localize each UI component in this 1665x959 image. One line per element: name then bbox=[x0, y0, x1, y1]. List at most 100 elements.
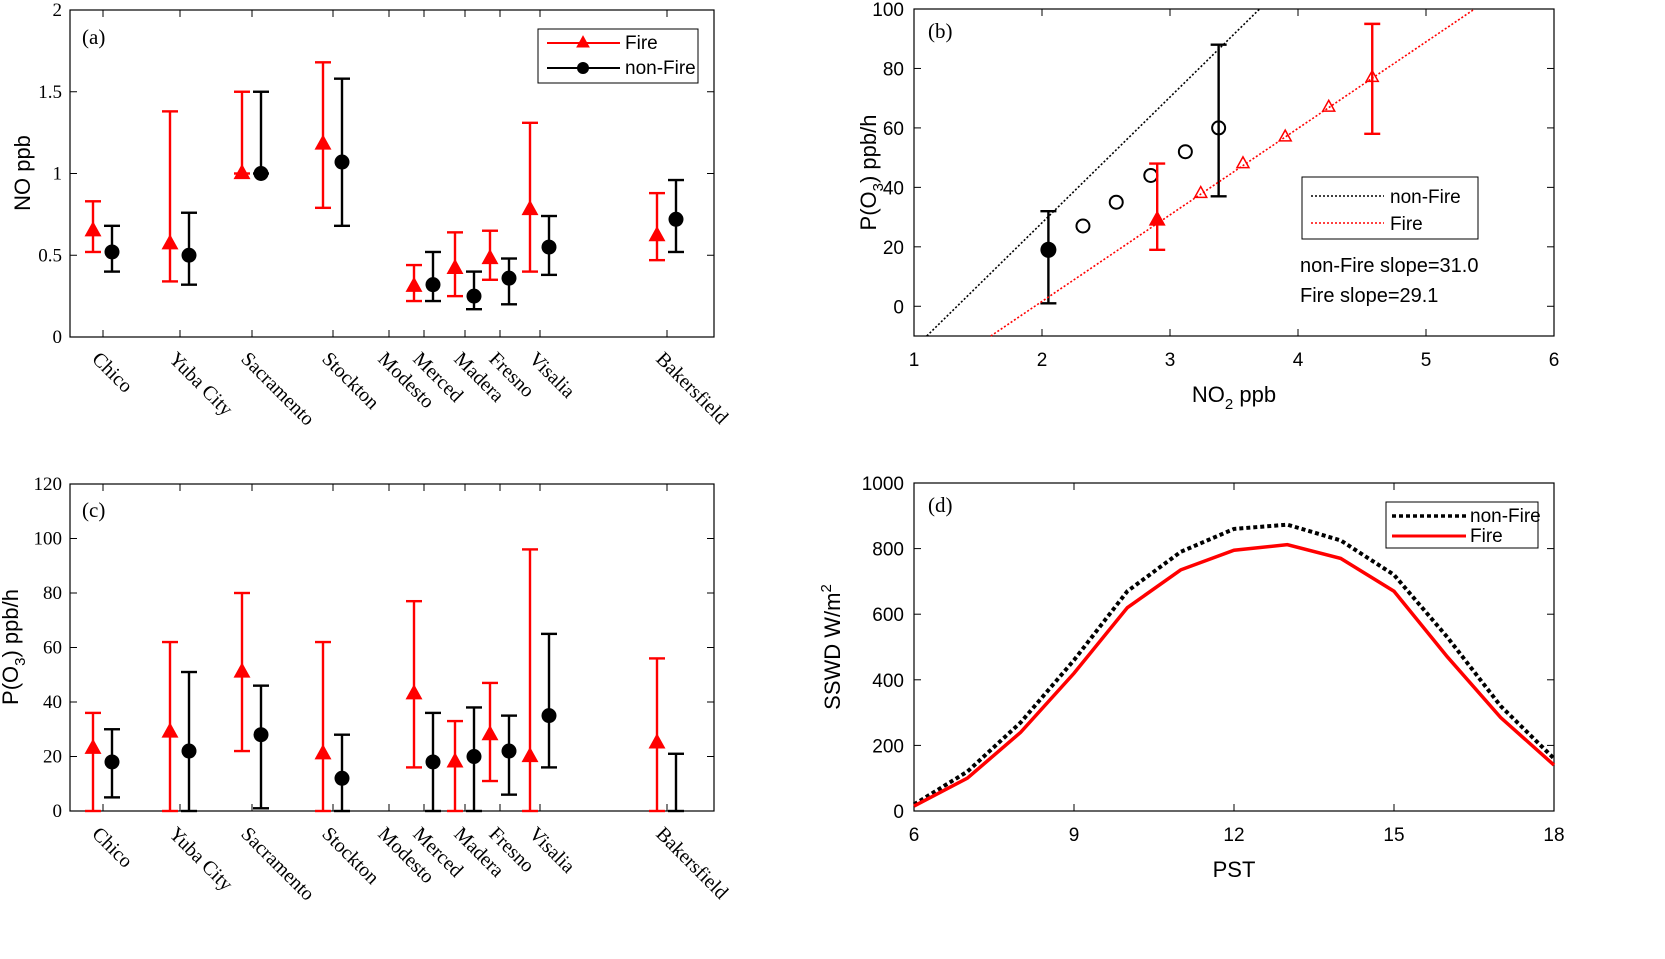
non-Fire-marker bbox=[1040, 241, 1057, 258]
legend-box bbox=[1301, 176, 1479, 240]
x-tick-label: 15 bbox=[1383, 825, 1404, 846]
non-Fire-marker bbox=[501, 743, 517, 759]
y-axis-label-unit: ) ppb/h bbox=[856, 115, 881, 184]
y-axis-label-unit: ) ppb/h bbox=[0, 589, 23, 658]
Fire-marker bbox=[161, 722, 179, 738]
legend-label-fire: Fire bbox=[625, 33, 658, 54]
legend-marker-nonfire bbox=[577, 62, 589, 74]
legend-label-nonfire: non-Fire bbox=[1390, 187, 1461, 208]
non-Fire-fit-line bbox=[926, 8, 1261, 337]
slope-annotation-nonfire: non-Fire slope=31.0 bbox=[1300, 255, 1478, 277]
y-axis-label-sub: 3 bbox=[870, 183, 887, 191]
panel-a: 0 0.5 1 1.5 2 Chico Yuba City SacramentoStockto… bbox=[10, 0, 732, 430]
y-axis-label-main: P(O bbox=[0, 666, 23, 705]
x-tick-label: 5 bbox=[1421, 350, 1432, 371]
y-axis-label: SSWD W/m2 bbox=[818, 584, 845, 710]
y-axis-label: P(O3) ppb/h bbox=[856, 115, 887, 231]
y-tick-label: 20 bbox=[883, 238, 904, 259]
non-Fire-marker bbox=[1211, 120, 1227, 136]
legend-marker-fire bbox=[576, 35, 590, 48]
non-Fire-marker bbox=[668, 211, 684, 227]
non-Fire-marker bbox=[541, 708, 557, 724]
Fire-marker bbox=[1235, 155, 1251, 169]
non-Fire-marker bbox=[1075, 218, 1091, 234]
y-tick-label: 600 bbox=[872, 605, 904, 626]
category-label: Bakersfield bbox=[651, 348, 732, 429]
legend-label-nonfire: non-Fire bbox=[1470, 506, 1541, 527]
Fire-line bbox=[913, 542, 1556, 808]
Fire-marker bbox=[84, 221, 102, 237]
Fire-marker bbox=[1277, 128, 1293, 142]
Fire-marker bbox=[161, 234, 179, 250]
y-axis-label: NO ppb bbox=[10, 135, 35, 211]
y-axis-label-main: P(O bbox=[856, 191, 881, 230]
y-tick-label: 800 bbox=[872, 540, 904, 561]
Fire-marker bbox=[233, 163, 251, 180]
x-axis-label: PST bbox=[1213, 857, 1256, 882]
y-axis-label: P(O3) ppb/h bbox=[0, 589, 29, 705]
x-tick-label: 2 bbox=[1037, 350, 1048, 371]
y-axis-label-sub: 3 bbox=[12, 658, 29, 666]
non-Fire-marker bbox=[1143, 167, 1159, 183]
y-tick-label: 1 bbox=[53, 164, 63, 185]
category-label: Chico bbox=[87, 348, 136, 397]
Fire-marker bbox=[481, 725, 499, 741]
category-label: Stockton bbox=[317, 348, 383, 414]
y-tick-label: 80 bbox=[43, 583, 62, 604]
y-tick-label: 2 bbox=[53, 0, 63, 21]
non-Fire-marker bbox=[181, 743, 197, 759]
Fire-marker bbox=[648, 225, 666, 242]
y-tick-label: 60 bbox=[43, 638, 62, 659]
x-tick-label: 18 bbox=[1543, 825, 1564, 846]
Fire-marker bbox=[446, 258, 464, 274]
x-tick-label: 6 bbox=[1549, 350, 1560, 371]
x-tick-label: 3 bbox=[1165, 350, 1176, 371]
category-label: Sacramento bbox=[236, 823, 318, 905]
non-Fire-marker bbox=[253, 727, 269, 743]
category-label: Bakersfield bbox=[651, 823, 732, 904]
y-axis-label-main: NO ppb bbox=[10, 135, 35, 211]
y-tick-label: 200 bbox=[872, 736, 904, 757]
non-Fire-line bbox=[912, 522, 1556, 807]
plot-frame bbox=[69, 483, 715, 812]
plot-frame bbox=[913, 8, 1555, 337]
y-tick-label: 0 bbox=[893, 802, 904, 823]
category-label: Stockton bbox=[317, 823, 383, 889]
y-tick-label: 100 bbox=[34, 529, 63, 550]
non-Fire-marker bbox=[334, 770, 350, 786]
x-tick-label: 9 bbox=[1069, 825, 1080, 846]
y-axis-label-sup: 2 bbox=[818, 584, 835, 592]
y-tick-label: 40 bbox=[43, 692, 62, 713]
non-Fire-marker bbox=[501, 270, 517, 286]
y-tick-label: 60 bbox=[883, 119, 904, 140]
panel-tag: (b) bbox=[928, 19, 953, 43]
legend-label-fire: Fire bbox=[1390, 214, 1423, 235]
panel-tag: (d) bbox=[928, 493, 953, 517]
Fire-marker bbox=[1364, 69, 1380, 83]
non-Fire-marker bbox=[1108, 194, 1124, 210]
x-tick-label: 4 bbox=[1293, 350, 1304, 371]
x-axis-label: NO2 ppb bbox=[1192, 382, 1276, 413]
non-Fire-marker bbox=[104, 754, 120, 770]
non-Fire-marker bbox=[334, 154, 350, 170]
y-tick-label: 0 bbox=[53, 327, 63, 348]
Fire-marker bbox=[446, 752, 464, 768]
x-tick-label: 1 bbox=[909, 350, 920, 371]
non-Fire-marker bbox=[466, 749, 482, 764]
x-tick-label: 6 bbox=[909, 825, 920, 846]
y-tick-label: 1000 bbox=[862, 474, 904, 495]
y-tick-label: 40 bbox=[883, 178, 904, 199]
y-tick-label: 120 bbox=[34, 474, 63, 495]
non-Fire-marker bbox=[541, 239, 557, 255]
x-axis-label-main: NO bbox=[1192, 382, 1225, 407]
non-Fire-marker bbox=[253, 166, 269, 181]
y-tick-label: 80 bbox=[883, 59, 904, 80]
y-axis-label-main: SSWD W/m bbox=[820, 593, 845, 710]
non-Fire-marker bbox=[425, 277, 441, 293]
panel-d: 0 200 400 600 800 1000 6 9 12 15 18 (d) PST SSWD W/m2… bbox=[818, 474, 1565, 882]
Fire-marker bbox=[233, 662, 251, 678]
non-Fire-marker bbox=[425, 754, 441, 770]
x-axis-label-sub: 2 bbox=[1225, 396, 1233, 413]
